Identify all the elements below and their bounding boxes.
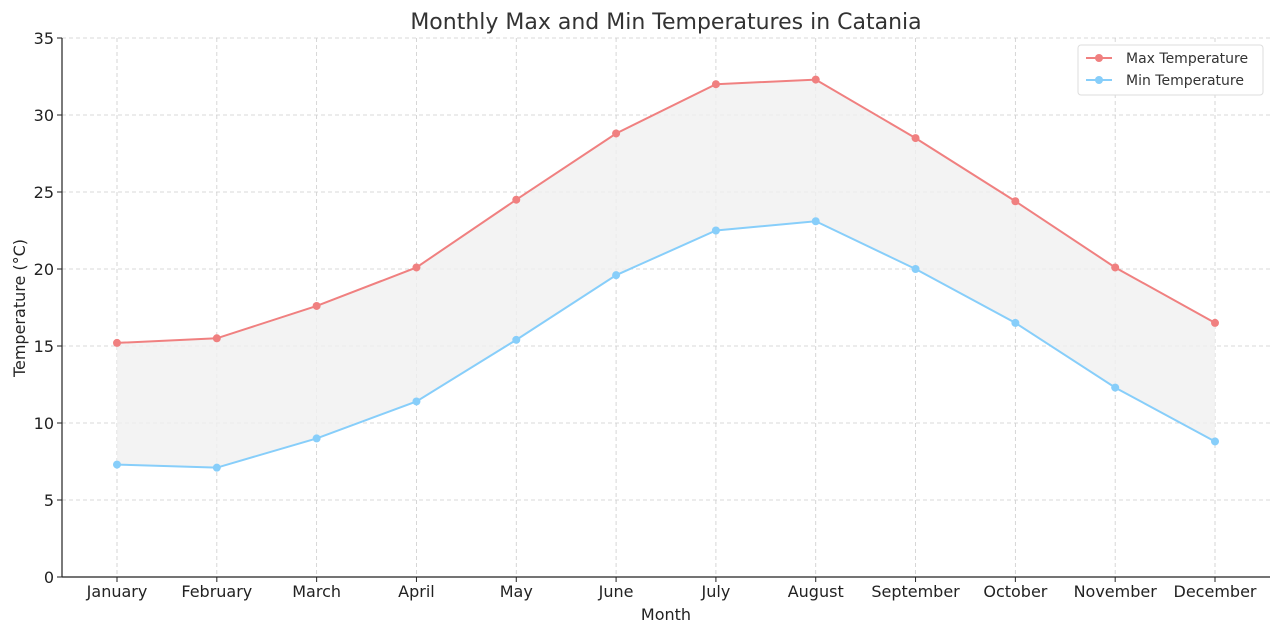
- max-legend-marker: [1095, 54, 1103, 62]
- legend-box: [1077, 44, 1264, 96]
- x-axis-label: Month: [641, 605, 691, 624]
- x-tick-label: February: [181, 582, 252, 601]
- min-legend-marker: [1095, 76, 1103, 84]
- x-tick-label: October: [983, 582, 1047, 601]
- min-temperature-point: [113, 460, 121, 469]
- min-temperature-point: [811, 217, 820, 226]
- y-tick-label: 35: [34, 29, 54, 48]
- y-tick-label: 10: [34, 414, 54, 433]
- y-tick-label: 30: [34, 106, 54, 125]
- legend: Max Temperature Min Temperature: [1077, 44, 1264, 96]
- fill-between: [117, 79, 1215, 468]
- chart-title: Monthly Max and Min Temperatures in Cata…: [410, 10, 921, 35]
- x-tick-label: April: [398, 582, 435, 601]
- y-tick-label: 5: [44, 491, 54, 510]
- y-tick-label: 15: [34, 337, 54, 356]
- x-tick-label: May: [500, 582, 533, 601]
- y-tick-label: 25: [34, 183, 54, 202]
- max-temperature-point: [1011, 197, 1020, 206]
- y-tick-label: 0: [44, 568, 54, 587]
- series-group: [113, 75, 1219, 472]
- max-temperature-point: [512, 195, 521, 204]
- min-legend-label: Min Temperature: [1126, 73, 1244, 89]
- x-tick-label: June: [598, 582, 634, 601]
- max-temperature-point: [911, 134, 920, 143]
- y-axis-label: Temperature (°C): [10, 239, 29, 378]
- max-temperature-point: [711, 80, 720, 89]
- max-temperature-line: [116, 78, 1216, 344]
- max-temperature-point: [312, 301, 321, 310]
- x-tick-label: January: [86, 582, 148, 601]
- max-temperature-point: [1111, 263, 1120, 272]
- min-temperature-point: [312, 434, 321, 443]
- min-temperature-point: [1111, 383, 1120, 392]
- x-tick-label: September: [871, 582, 960, 601]
- max-temperature-point: [412, 263, 421, 272]
- axes: 0 5 10 15 20 25 30 35 January February March April M…: [34, 29, 1270, 601]
- max-temperature-point: [212, 334, 221, 343]
- min-temperature-point: [711, 226, 720, 235]
- min-temperature-point: [1011, 318, 1020, 327]
- max-temperature-point: [811, 75, 820, 84]
- x-tick-label: March: [292, 582, 341, 601]
- min-temperature-point: [212, 463, 221, 472]
- min-temperature-point: [911, 265, 920, 273]
- y-tick-label: 20: [34, 260, 54, 279]
- min-temperature-point: [512, 335, 521, 344]
- x-tick-label: August: [788, 582, 844, 601]
- x-tick-label: December: [1174, 582, 1257, 601]
- max-legend-label: Max Temperature: [1126, 51, 1248, 67]
- max-temperature-point: [612, 129, 621, 138]
- min-temperature-point: [412, 397, 421, 406]
- x-tick-label: July: [701, 582, 731, 601]
- x-tick-label: November: [1074, 582, 1158, 601]
- min-temperature-point: [1211, 437, 1219, 446]
- temperature-range-fill: [117, 79, 1215, 468]
- max-temperature-point: [113, 338, 121, 347]
- min-temperature-line: [116, 220, 1216, 469]
- max-temperature-point: [1211, 318, 1219, 327]
- min-temperature-point: [612, 271, 621, 280]
